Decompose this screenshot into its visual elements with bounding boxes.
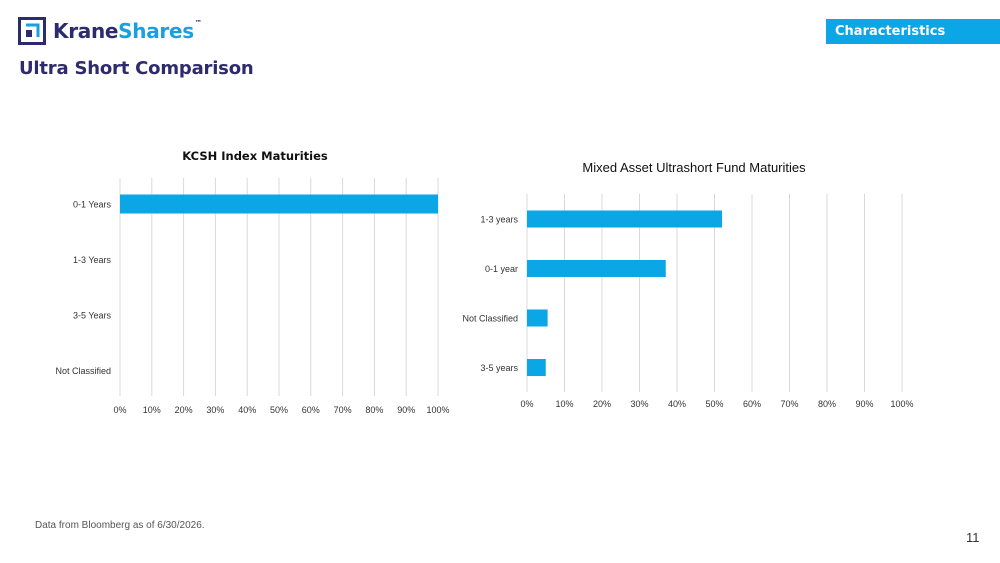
category-label: Not Classified <box>55 366 111 376</box>
bar <box>527 359 546 376</box>
bar <box>527 309 548 327</box>
x-tick-label: 100% <box>426 405 449 415</box>
x-tick-label: 40% <box>238 405 256 415</box>
category-label: 1-3 years <box>480 215 518 225</box>
category-label: Not Classified <box>462 314 518 324</box>
x-tick-label: 90% <box>855 399 873 409</box>
x-tick-label: 50% <box>705 399 723 409</box>
x-tick-label: 20% <box>593 399 611 409</box>
x-tick-label: 0% <box>520 399 533 409</box>
chart-title: Mixed Asset Ultrashort Fund Maturities <box>582 160 806 175</box>
kcsh-maturities-chart: KCSH Index Maturities 0% 10% 20% 30% 40% 50% 60… <box>55 149 449 415</box>
x-tick-label: 100% <box>890 399 913 409</box>
x-tick-label: 50% <box>270 405 288 415</box>
x-tick-label: 60% <box>743 399 761 409</box>
x-tick-label: 60% <box>302 405 320 415</box>
section-badge: Characteristics <box>826 19 1000 44</box>
x-tick-label: 70% <box>334 405 352 415</box>
page-title: Ultra Short Comparison <box>19 58 254 79</box>
mixed-asset-maturities-chart: Mixed Asset Ultrashort Fund Maturities 0%… <box>462 160 913 409</box>
kraneshares-logo-icon <box>18 17 46 45</box>
x-tick-label: 70% <box>780 399 798 409</box>
category-label: 0-1 Years <box>73 200 112 210</box>
chart-title: KCSH Index Maturities <box>182 149 328 163</box>
bar <box>120 194 438 214</box>
source-footnote: Data from Bloomberg as of 6/30/2026. <box>35 520 205 531</box>
logo-wordmark: KraneShares™ <box>53 19 202 43</box>
x-tick-label: 30% <box>206 405 224 415</box>
category-label: 1-3 Years <box>73 255 112 265</box>
x-tick-label: 30% <box>630 399 648 409</box>
category-label: 3-5 Years <box>73 311 112 321</box>
logo-word-shares: Shares <box>118 19 194 43</box>
category-label: 0-1 year <box>485 264 518 274</box>
x-tick-label: 10% <box>143 405 161 415</box>
page-number: 11 <box>966 530 980 545</box>
bar <box>527 210 722 228</box>
x-tick-label: 20% <box>175 405 193 415</box>
category-label: 3-5 years <box>480 363 518 373</box>
x-tick-label: 80% <box>818 399 836 409</box>
logo-word-krane: Krane <box>53 19 119 43</box>
logo-trademark: ™ <box>194 19 202 27</box>
x-tick-label: 0% <box>113 405 126 415</box>
x-tick-label: 80% <box>365 405 383 415</box>
x-tick-label: 40% <box>668 399 686 409</box>
x-tick-label: 90% <box>397 405 415 415</box>
kraneshares-logo: KraneShares™ <box>18 17 202 45</box>
bar <box>527 260 666 277</box>
x-tick-label: 10% <box>555 399 573 409</box>
